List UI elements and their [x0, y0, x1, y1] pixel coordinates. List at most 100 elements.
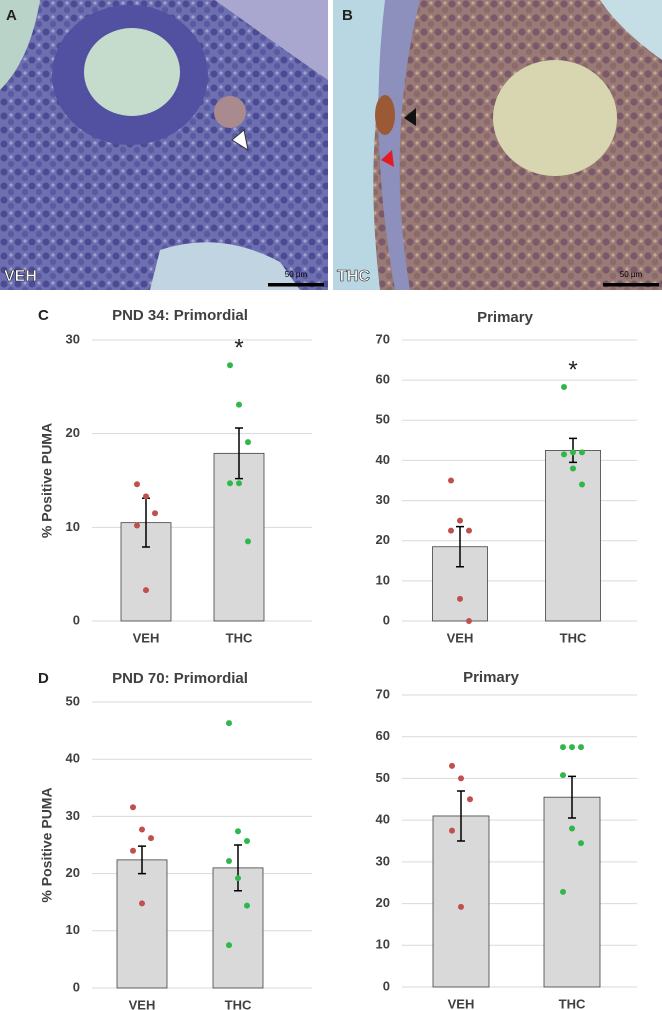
condition-label: THC: [337, 268, 370, 285]
data-point: [578, 744, 584, 751]
data-point: [448, 527, 454, 534]
x-tick-label: THC: [560, 630, 587, 645]
data-point: [139, 826, 145, 833]
y-tick-label: 30: [376, 853, 390, 868]
error-bar: [235, 427, 243, 480]
data-point: [227, 480, 233, 487]
error-bar: [457, 790, 465, 842]
x-tick-label: THC: [226, 630, 253, 645]
chart-title: PND 34: Primordial: [112, 307, 248, 324]
significance-mark: *: [568, 356, 577, 383]
y-tick-label: 60: [376, 372, 390, 387]
error-bar: [138, 845, 146, 875]
data-point: [561, 383, 567, 390]
significance-mark: *: [234, 335, 243, 362]
panel-label: D: [38, 670, 49, 687]
data-point: [560, 888, 566, 895]
bar: [116, 859, 168, 989]
y-tick-label: 20: [376, 532, 390, 547]
data-point: [244, 902, 250, 909]
x-tick-label: VEH: [447, 630, 474, 645]
error-bar: [456, 525, 464, 568]
micrograph-a: [0, 0, 328, 290]
data-point: [244, 837, 250, 844]
data-point: [579, 449, 585, 456]
y-tick-label: 30: [66, 331, 80, 346]
bar: [545, 449, 601, 622]
x-tick-label: THC: [225, 997, 252, 1010]
y-tick-label: 0: [383, 612, 390, 627]
y-tick-label: 40: [66, 751, 80, 766]
y-tick-label: 50: [376, 770, 390, 785]
panel-label: A: [6, 7, 17, 24]
y-tick-label: 60: [376, 728, 390, 743]
scale-label: 50 µm: [285, 270, 308, 279]
panel-labels: A VEH 50 µm B THC 50 µm C D: [4, 7, 659, 687]
y-axis-label: % Positive PUMA: [39, 787, 55, 902]
chart-title: Primary: [463, 669, 520, 686]
data-point: [560, 744, 566, 751]
micrograph-b: [333, 0, 662, 290]
data-point: [466, 618, 472, 624]
data-point: [143, 587, 149, 594]
y-tick-label: 20: [66, 865, 80, 880]
data-point: [570, 465, 576, 472]
data-point: [449, 827, 455, 834]
data-point: [236, 480, 242, 487]
y-tick-label: 30: [376, 492, 390, 507]
chart-title: PND 70: Primordial: [112, 670, 248, 687]
data-point: [226, 942, 232, 949]
data-point: [457, 595, 463, 602]
y-tick-label: 50: [66, 693, 80, 708]
chart-title: Primary: [477, 309, 534, 326]
data-point: [457, 517, 463, 524]
y-tick-label: 10: [66, 519, 80, 534]
x-tick-label: VEH: [129, 997, 156, 1010]
data-point: [458, 903, 464, 910]
data-point: [236, 401, 242, 408]
x-tick-label: VEH: [133, 630, 160, 645]
error-bar: [234, 844, 242, 892]
data-point: [226, 720, 232, 727]
panel-label: B: [342, 7, 353, 24]
data-point: [148, 835, 154, 842]
data-point: [152, 510, 158, 517]
data-point: [143, 493, 149, 500]
y-tick-label: 40: [376, 812, 390, 827]
data-point: [227, 362, 233, 369]
y-tick-label: 70: [376, 331, 390, 346]
bar: [432, 815, 490, 988]
y-axis-label: % Positive PUMA: [39, 423, 55, 538]
data-point: [226, 858, 232, 865]
data-point: [245, 439, 251, 446]
y-tick-label: 70: [376, 686, 390, 701]
data-point: [449, 762, 455, 769]
x-tick-label: VEH: [448, 996, 475, 1010]
scale-bar: [603, 283, 659, 287]
data-point: [235, 875, 241, 882]
data-point: [235, 828, 241, 835]
scale-label: 50 µm: [620, 270, 643, 279]
data-point: [570, 449, 576, 456]
data-point: [448, 477, 454, 484]
y-tick-label: 30: [66, 808, 80, 823]
y-tick-label: 10: [376, 572, 390, 587]
data-point: [561, 451, 567, 458]
panel-label: C: [38, 307, 49, 324]
y-tick-label: 20: [66, 425, 80, 440]
data-point: [134, 481, 140, 488]
data-point: [466, 527, 472, 534]
y-tick-label: 0: [73, 979, 80, 994]
scale-bar: [268, 283, 324, 287]
data-point: [578, 840, 584, 847]
y-tick-label: 0: [383, 978, 390, 993]
data-point: [569, 744, 575, 751]
data-point: [467, 796, 473, 803]
data-point: [245, 538, 251, 545]
data-point: [130, 847, 136, 854]
data-point: [569, 825, 575, 832]
y-tick-label: 40: [376, 452, 390, 467]
error-bar: [568, 775, 576, 819]
